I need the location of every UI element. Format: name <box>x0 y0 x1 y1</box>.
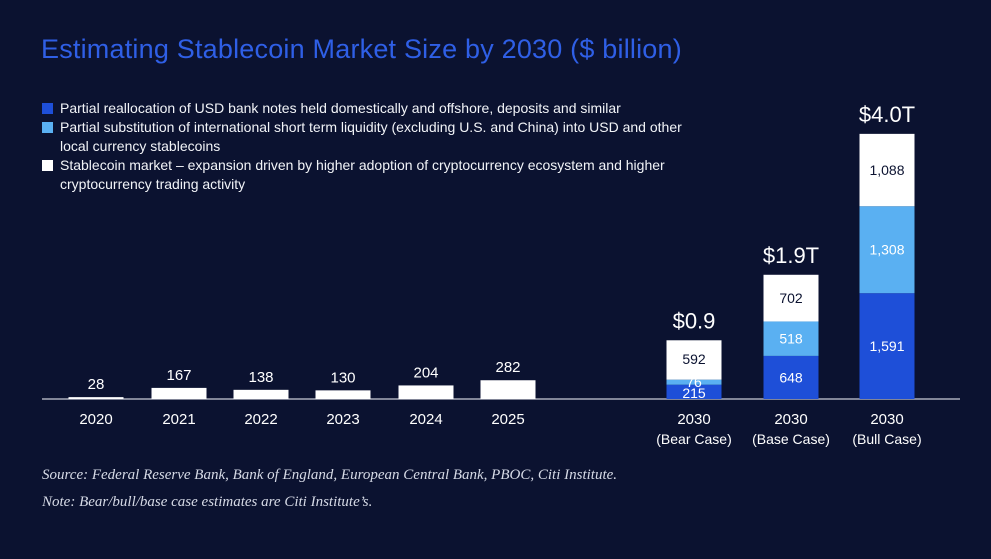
total-label-base: $1.9T <box>763 243 819 268</box>
bar-segment-bear-crypto-expansion <box>666 340 722 380</box>
tick-label-2020: 2020 <box>79 411 112 428</box>
bar-2025 <box>480 380 536 399</box>
legend-swatch-crypto-expansion <box>42 160 53 171</box>
tick-label-2024: 2024 <box>409 411 442 428</box>
bar-2023 <box>315 390 371 399</box>
bar-segment-base-liquidity <box>763 321 819 356</box>
total-label-bear: $0.9 <box>673 308 716 333</box>
legend-label-bank-notes: Partial reallocation of USD bank notes h… <box>60 100 621 116</box>
bar-segment-bull-bank-notes <box>859 293 915 399</box>
total-label-bull: $4.0T <box>859 102 915 127</box>
segment-label-base-liquidity: 518 <box>779 331 803 347</box>
legend-swatch-bank-notes <box>42 103 53 114</box>
tick-sublabel-bear-case: (Bear Case) <box>656 431 731 447</box>
bar-2020 <box>68 397 124 399</box>
tick-label-2021: 2021 <box>162 411 195 428</box>
legend-item-bank-notes: Partial reallocation of USD bank notes h… <box>42 99 702 118</box>
tick-label-2022: 2022 <box>244 411 277 428</box>
bar-segment-base-crypto-expansion <box>763 274 819 322</box>
tick-label-2030-base: 2030 <box>774 411 807 428</box>
bar-label-2023: 130 <box>330 369 355 386</box>
chart-title: Estimating Stablecoin Market Size by 203… <box>41 34 682 64</box>
bar-2024 <box>398 385 454 399</box>
source-note: Source: Federal Reserve Bank, Bank of En… <box>42 467 618 483</box>
tick-label-2030-bear: 2030 <box>677 411 710 428</box>
bar-segment-bull-liquidity <box>859 206 915 294</box>
bar-label-2024: 204 <box>413 364 438 381</box>
estimate-note: Note: Bear/bull/base case estimates are … <box>42 494 373 510</box>
bar-label-2021: 167 <box>166 367 191 384</box>
tick-sublabel-bull-case: (Bull Case) <box>852 431 921 447</box>
bar-segment-bear-liquidity <box>666 379 722 385</box>
segment-label-bear-bank-notes: 215 <box>682 385 706 401</box>
segment-label-bull-bank-notes: 1,591 <box>869 338 904 354</box>
bar-segment-base-bank-notes <box>763 355 819 399</box>
bar-2021 <box>151 387 207 399</box>
tick-sublabel-base-case: (Base Case) <box>752 431 830 447</box>
segment-label-bull-crypto-expansion: 1,088 <box>869 162 904 178</box>
tick-label-2023: 2023 <box>326 411 359 428</box>
bar-segment-bull-crypto-expansion <box>859 133 915 207</box>
legend: Partial reallocation of USD bank notes h… <box>42 99 702 194</box>
segment-label-base-bank-notes: 648 <box>779 369 803 385</box>
bar-label-2022: 138 <box>248 369 273 386</box>
bar-2022 <box>233 389 289 399</box>
legend-swatch-liquidity <box>42 122 53 133</box>
bar-segment-bear-bank-notes <box>666 384 722 399</box>
segment-label-bear-crypto-expansion: 592 <box>682 351 706 367</box>
segment-label-bull-liquidity: 1,308 <box>869 242 904 258</box>
segment-label-base-crypto-expansion: 702 <box>779 290 803 306</box>
legend-item-crypto-expansion: Stablecoin market – expansion driven by … <box>42 156 702 194</box>
bar-label-2020: 28 <box>88 376 105 393</box>
bar-label-2025: 282 <box>495 359 520 376</box>
legend-label-liquidity: Partial substitution of international sh… <box>60 119 682 154</box>
legend-label-crypto-expansion: Stablecoin market – expansion driven by … <box>60 157 665 192</box>
tick-label-2025: 2025 <box>491 411 524 428</box>
tick-label-2030-bull: 2030 <box>870 411 903 428</box>
legend-item-liquidity: Partial substitution of international sh… <box>42 118 702 156</box>
